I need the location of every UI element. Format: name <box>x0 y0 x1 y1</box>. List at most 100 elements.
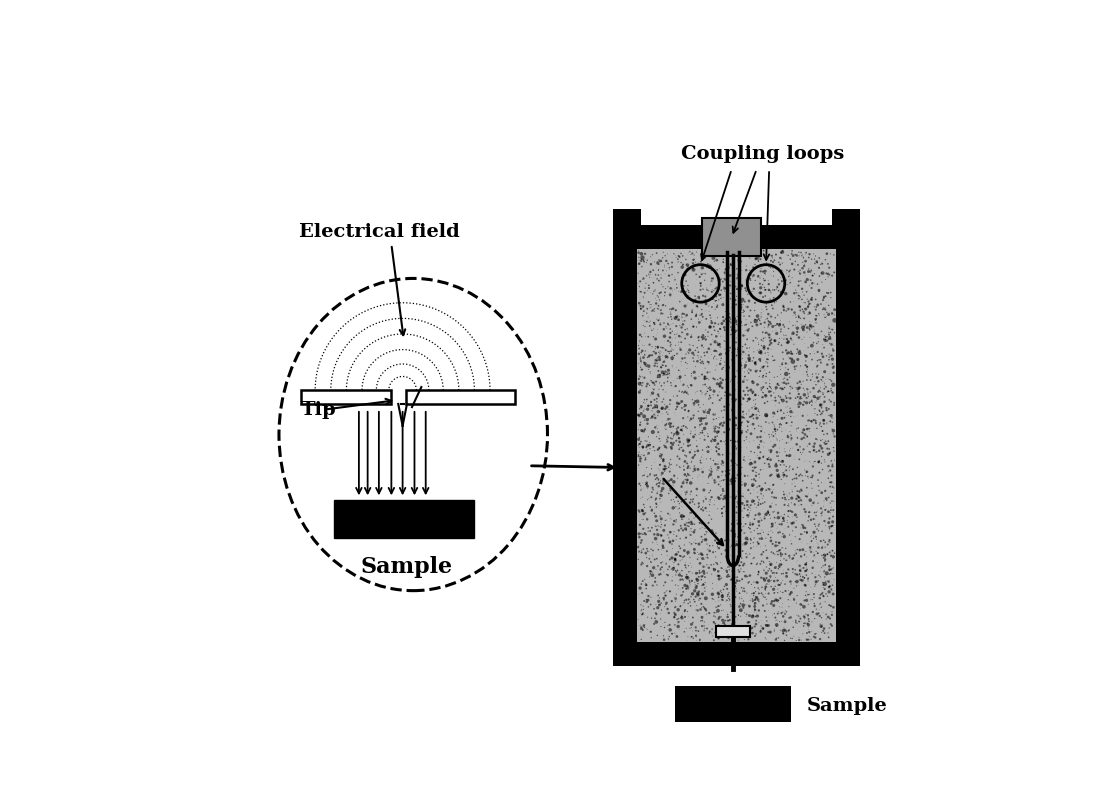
Point <box>793 574 811 587</box>
Point <box>651 447 669 460</box>
Point <box>651 449 669 462</box>
Point <box>660 619 678 632</box>
Point <box>641 564 659 577</box>
Point <box>742 532 760 545</box>
Point <box>710 573 728 586</box>
Point <box>757 532 775 545</box>
Point <box>690 437 708 450</box>
Point <box>733 556 751 569</box>
Point <box>780 624 798 637</box>
Point <box>691 633 709 646</box>
Point <box>705 345 723 358</box>
Point <box>781 268 799 281</box>
Point <box>674 258 691 271</box>
Point <box>750 595 767 608</box>
Point <box>672 509 690 522</box>
Point <box>713 572 731 585</box>
Point <box>741 624 758 637</box>
Point <box>665 311 682 324</box>
Point <box>665 247 682 260</box>
Point <box>798 558 815 571</box>
Point <box>637 345 655 358</box>
Point <box>760 625 777 638</box>
Point <box>765 423 783 436</box>
Point <box>810 479 828 492</box>
Point <box>787 425 805 438</box>
Point <box>657 586 675 599</box>
Point <box>690 464 708 477</box>
Point <box>771 319 789 332</box>
Point <box>718 501 736 514</box>
Point <box>708 426 726 439</box>
Point <box>737 611 755 624</box>
Point <box>726 440 744 453</box>
Point <box>724 633 742 646</box>
Point <box>825 573 843 586</box>
Point <box>820 328 838 341</box>
Point <box>691 427 709 440</box>
Point <box>719 248 737 261</box>
Point <box>712 371 729 384</box>
Point <box>672 500 690 513</box>
Point <box>760 564 777 577</box>
Point <box>809 354 827 367</box>
Point <box>648 477 666 490</box>
Point <box>801 340 819 353</box>
Point <box>704 293 722 306</box>
Point <box>728 310 746 323</box>
Point <box>822 466 840 479</box>
Point <box>706 611 724 624</box>
Point <box>813 578 831 591</box>
Point <box>813 504 831 517</box>
Point <box>713 428 731 441</box>
Point <box>649 341 667 354</box>
Point <box>785 264 803 277</box>
Point <box>773 558 791 571</box>
Point <box>720 452 738 465</box>
Point <box>716 355 734 368</box>
Point <box>734 521 752 534</box>
Point <box>682 351 700 364</box>
Point <box>810 385 828 398</box>
Point <box>762 389 780 402</box>
Point <box>681 496 699 509</box>
Point <box>678 474 696 487</box>
Point <box>639 351 657 364</box>
Point <box>754 526 772 539</box>
Point <box>808 607 825 620</box>
Point <box>657 402 675 415</box>
Point <box>761 284 779 297</box>
Point <box>756 283 774 296</box>
Point <box>656 616 674 629</box>
Point <box>745 576 763 589</box>
Point <box>735 370 753 383</box>
Point <box>697 607 715 620</box>
Point <box>681 569 699 582</box>
Point <box>806 407 824 420</box>
Point <box>814 338 832 351</box>
Point <box>726 294 744 307</box>
Point <box>648 395 666 408</box>
Point <box>781 623 799 636</box>
Point <box>803 353 821 366</box>
Point <box>725 612 743 625</box>
Point <box>691 418 709 431</box>
Point <box>705 388 723 401</box>
Point <box>815 428 833 441</box>
Point <box>704 397 722 410</box>
Point <box>815 417 833 430</box>
Point <box>693 565 710 578</box>
Point <box>756 274 774 287</box>
Point <box>738 301 756 314</box>
Point <box>805 517 823 530</box>
Point <box>631 454 649 467</box>
Point <box>774 354 792 367</box>
Point <box>742 384 760 397</box>
Point <box>694 548 712 561</box>
Point <box>713 507 731 520</box>
Point <box>771 537 789 550</box>
Point <box>639 611 657 624</box>
Point <box>713 547 731 560</box>
Point <box>685 431 703 444</box>
Point <box>800 510 818 523</box>
